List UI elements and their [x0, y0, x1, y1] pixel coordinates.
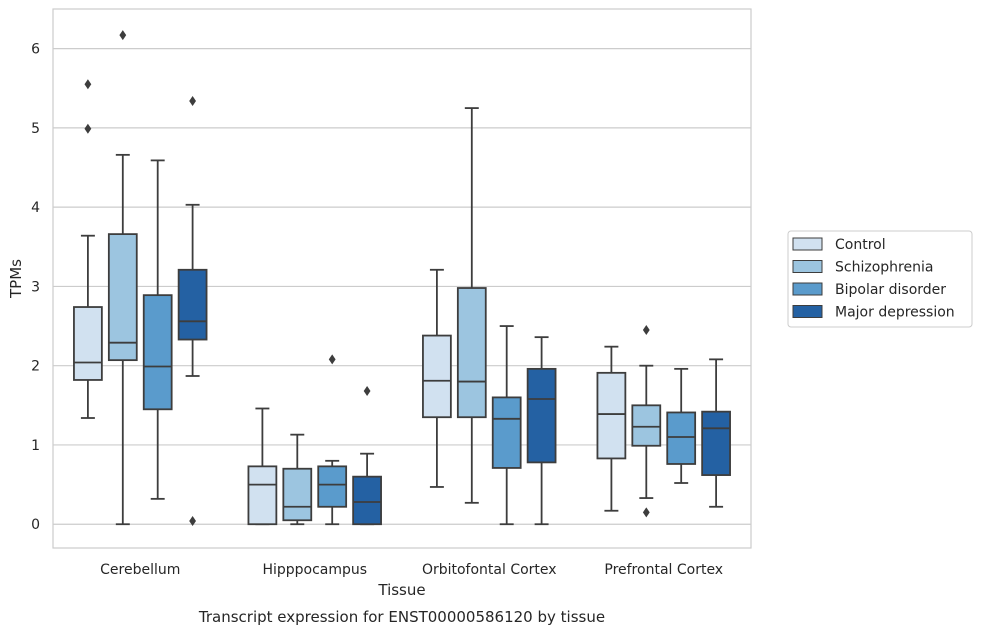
- box-group: [282, 433, 313, 526]
- y-tick-label: 1: [31, 438, 40, 454]
- outlier-point: [84, 123, 92, 134]
- x-tick-labels: Cerebellum Hipppocampus Orbitofontal Corte…: [100, 562, 723, 578]
- box: [631, 404, 662, 447]
- box-group: [526, 336, 557, 526]
- legend-swatch: [792, 237, 823, 251]
- outlier-point: [189, 95, 196, 106]
- box: [701, 410, 731, 476]
- box-group: [247, 407, 278, 526]
- box-group: [142, 159, 173, 500]
- box: [526, 367, 557, 464]
- legend-item: Schizophrenia: [792, 260, 933, 276]
- y-tick-label: 4: [31, 200, 40, 216]
- plot-frame: [52, 8, 752, 549]
- box-group: [491, 325, 522, 526]
- legend-item: Control: [792, 237, 886, 253]
- box: [491, 396, 522, 469]
- legend-swatch: [792, 282, 823, 296]
- outlier-point: [328, 354, 336, 365]
- y-tick-label: 3: [31, 279, 40, 295]
- box-group: [596, 345, 627, 512]
- boxes: [73, 30, 731, 527]
- y-tick-label: 5: [31, 121, 40, 137]
- box: [422, 334, 452, 419]
- x-tick-label: Orbitofontal Cortex: [422, 562, 557, 578]
- box: [107, 233, 138, 362]
- legend-swatch: [792, 305, 823, 318]
- box-group: [666, 367, 697, 484]
- box-group: [352, 386, 382, 526]
- outlier-point: [119, 30, 127, 41]
- figure-caption: Transcript expression for ENST0000058612…: [198, 608, 605, 626]
- legend-swatch: [792, 260, 823, 273]
- outlier-point: [84, 79, 92, 90]
- legend: Control Schizophrenia Bipolar disorder Majo…: [787, 230, 973, 328]
- y-tick-label: 2: [31, 359, 40, 375]
- legend-item: Bipolar disorder: [792, 282, 946, 298]
- box-group: [107, 30, 138, 526]
- box-group: [317, 354, 348, 526]
- box-group: [422, 268, 452, 488]
- box: [142, 294, 173, 411]
- legend-frame: [787, 230, 973, 328]
- box-group: [456, 107, 487, 504]
- box: [177, 268, 208, 341]
- legend-label: Bipolar disorder: [835, 282, 946, 298]
- box: [73, 306, 103, 381]
- x-tick-label: Hipppocampus: [262, 562, 367, 578]
- box-group: [177, 95, 208, 527]
- box: [247, 465, 278, 526]
- x-tick-label: Cerebellum: [100, 562, 180, 578]
- box-group: [701, 358, 731, 508]
- outlier-point: [363, 386, 371, 397]
- outlier-point: [642, 325, 650, 336]
- legend-item: Major depression: [792, 305, 955, 321]
- box: [456, 287, 487, 419]
- legend-label: Schizophrenia: [835, 260, 933, 276]
- x-tick-label: Prefrontal Cortex: [604, 562, 723, 578]
- y-tick-label: 6: [31, 42, 40, 58]
- box: [317, 465, 348, 508]
- y-axis-label: TPMs: [7, 259, 25, 299]
- outlier-point: [189, 516, 196, 527]
- outlier-point: [642, 507, 650, 518]
- legend-label: Control: [835, 237, 886, 253]
- box-group: [73, 79, 103, 419]
- legend-label: Major depression: [835, 305, 955, 321]
- box: [666, 411, 697, 465]
- y-tick-labels: 0 1 2 3 4 5 6: [31, 42, 40, 534]
- box-group: [631, 325, 662, 518]
- box: [352, 475, 382, 526]
- y-tick-label: 0: [31, 517, 40, 533]
- box: [282, 467, 313, 522]
- box: [596, 371, 627, 460]
- x-axis-label: Tissue: [377, 581, 425, 599]
